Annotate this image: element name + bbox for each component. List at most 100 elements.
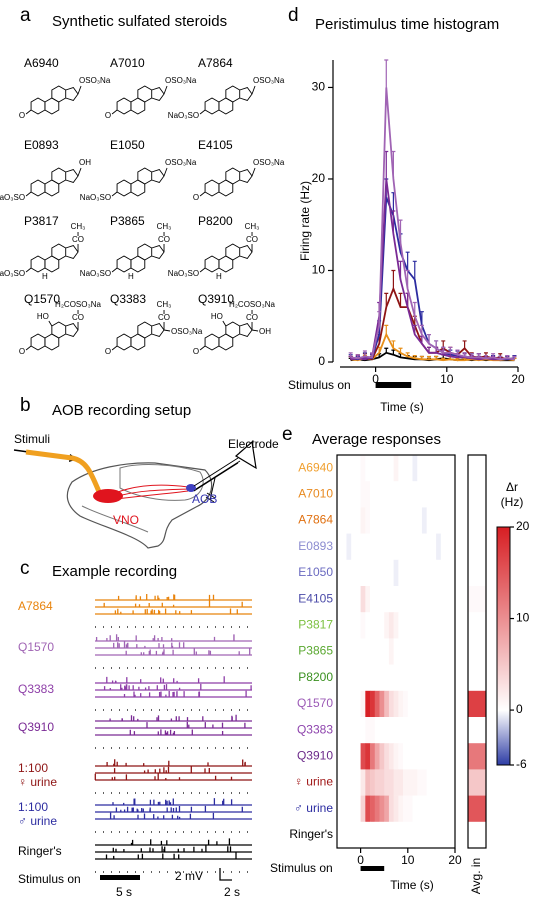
ring — [204, 255, 220, 273]
avg-cell — [468, 455, 486, 482]
heat-cell — [379, 481, 385, 508]
heat-cell — [393, 821, 399, 849]
panel-letter: b — [20, 395, 31, 416]
heat-cell — [426, 507, 432, 534]
heat-cell — [450, 690, 456, 718]
heat-cell — [431, 769, 437, 796]
heat-cell — [337, 455, 343, 482]
heat-cell — [436, 664, 442, 692]
heat-cell — [421, 612, 427, 639]
ring — [116, 97, 132, 115]
heat-cell — [421, 533, 427, 561]
heat-cell — [426, 638, 432, 665]
substituent: OSO₃Na — [79, 76, 111, 85]
trace — [95, 676, 252, 684]
error-bar — [462, 352, 467, 357]
heat-cell — [403, 664, 409, 692]
heat-cell — [351, 507, 357, 534]
heat-cell — [379, 455, 385, 482]
heat-cell — [440, 638, 446, 665]
trace-label: ♂ urine — [18, 814, 57, 828]
avg-cell — [468, 559, 486, 587]
heat-cell — [426, 559, 432, 587]
heat-cell — [374, 717, 380, 744]
heat-cell — [365, 821, 371, 849]
heat-cell — [450, 717, 456, 744]
heat-cell — [341, 481, 347, 508]
substituent: OSO₃Na — [253, 76, 285, 85]
avg-cell — [468, 717, 486, 744]
trace — [95, 845, 252, 853]
heat-cell — [360, 533, 366, 561]
heat-cell — [445, 717, 451, 744]
heat-cell — [360, 481, 366, 508]
heat-cell — [426, 533, 432, 561]
ring — [51, 321, 67, 339]
ring — [239, 244, 253, 260]
trace — [95, 798, 252, 806]
heat-cell — [388, 795, 394, 823]
heat-cell — [398, 821, 404, 849]
substituent: OH — [79, 158, 91, 167]
heat-cell — [388, 559, 394, 587]
heat-cell — [421, 507, 427, 534]
heat-cell — [374, 586, 380, 613]
heat-cell — [431, 612, 437, 639]
colorbar-tick-label: 10 — [516, 611, 530, 625]
heat-cell — [407, 690, 413, 718]
x-tick-label: 0 — [357, 853, 364, 867]
heat-cell — [379, 821, 385, 849]
heat-cell — [374, 743, 380, 770]
trace — [95, 608, 252, 615]
heat-cell — [393, 507, 399, 534]
heat-cell — [384, 533, 390, 561]
heat-cell — [388, 690, 394, 718]
heat-cell — [393, 664, 399, 692]
stimulus-bar — [375, 382, 412, 388]
heat-cell — [450, 664, 456, 692]
heat-cell — [379, 612, 385, 639]
error-bar — [405, 251, 410, 271]
error-bar — [362, 350, 367, 357]
heat-cell — [351, 743, 357, 770]
heat-cell — [374, 481, 380, 508]
colorbar-tick-label: 20 — [516, 519, 530, 533]
heat-cell — [393, 743, 399, 770]
heat-cell — [374, 533, 380, 561]
heat-cell — [365, 586, 371, 613]
scale-label: 5 s — [116, 885, 132, 899]
ring — [204, 333, 220, 351]
setup-diagram — [13, 440, 257, 549]
heat-cell — [393, 481, 399, 508]
error-bar — [398, 219, 403, 244]
error-bar — [505, 354, 510, 359]
heat-cell — [426, 690, 432, 718]
heat-cell — [337, 769, 343, 796]
error-bar — [412, 324, 417, 335]
ring — [137, 85, 153, 103]
error-bar — [384, 324, 389, 335]
heat-cell — [370, 743, 376, 770]
heat-cell — [337, 795, 343, 823]
ring — [137, 321, 153, 339]
heat-cell — [445, 638, 451, 665]
bond — [111, 191, 118, 197]
heat-cell — [412, 664, 418, 692]
stimulus-label: Stimulus on — [18, 872, 81, 886]
trace-label: A7864 — [18, 599, 53, 613]
colorbar — [496, 526, 511, 766]
heat-cell — [421, 769, 427, 796]
ring — [225, 321, 241, 339]
heat-cell — [417, 481, 423, 508]
error-bar — [398, 292, 403, 308]
heat-cell — [407, 507, 413, 534]
heat-cell — [360, 455, 366, 482]
heat-cell — [374, 769, 380, 796]
heat-cell — [341, 743, 347, 770]
heat-cell — [346, 821, 352, 849]
heat-cell — [346, 664, 352, 692]
x-tick-label: 10 — [401, 853, 415, 867]
heat-cell — [421, 743, 427, 770]
row-label: E4105 — [298, 591, 333, 605]
error-bar — [441, 346, 446, 353]
